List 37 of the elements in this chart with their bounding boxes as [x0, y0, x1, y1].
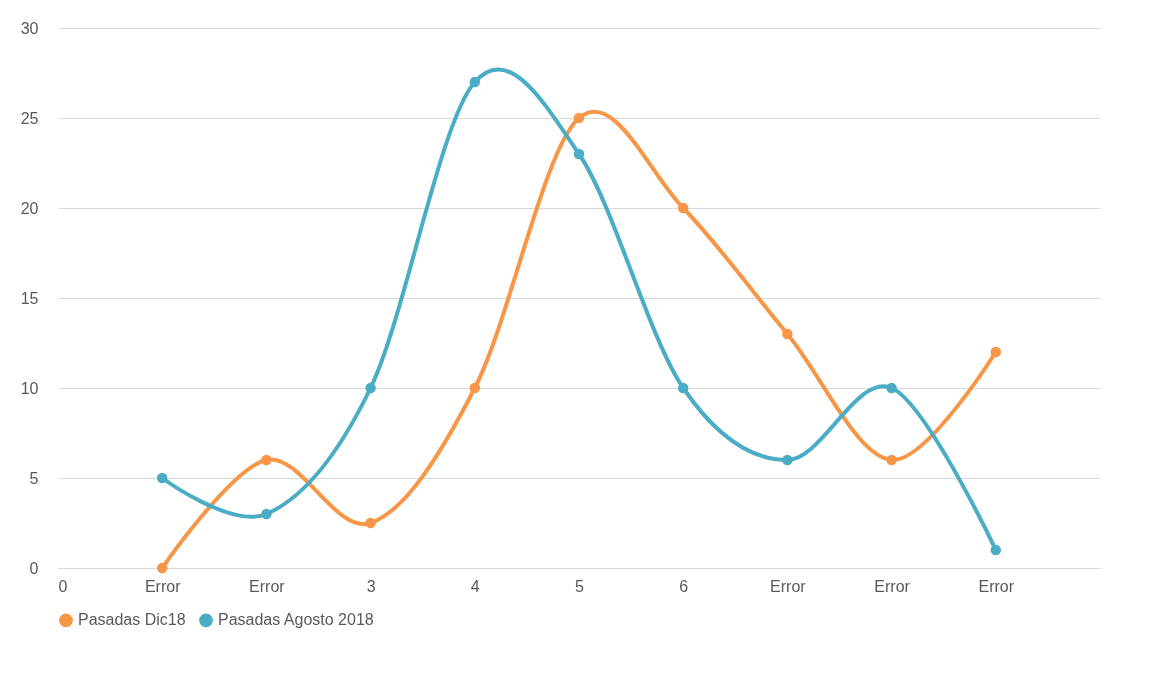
x-tick-label: 3: [366, 577, 376, 595]
y-tick-label: 30: [20, 19, 39, 37]
legend-label: Pasadas Agosto 2018: [218, 611, 374, 629]
x-tick-label: 4: [470, 577, 480, 595]
point: [573, 112, 585, 124]
legend-label: Pasadas Dic18: [78, 611, 186, 629]
point: [261, 508, 272, 520]
point: [886, 382, 897, 394]
point: [782, 454, 793, 466]
x-tick-label: Error: [144, 577, 182, 595]
point: [677, 382, 689, 394]
x-tick-label: 5: [575, 577, 585, 595]
x-tick-label: 6: [679, 577, 689, 595]
x-tick-label: Error: [874, 577, 911, 595]
x-tick-label: Error: [978, 577, 1015, 595]
y-tick-label: 15: [20, 289, 39, 307]
point: [156, 472, 168, 484]
point: [156, 562, 168, 574]
y-tick-label: 0: [29, 559, 39, 577]
point: [261, 454, 272, 466]
x-tick-label: 0: [58, 577, 68, 595]
y-tick-label: 20: [20, 199, 39, 217]
point: [365, 382, 376, 394]
point: [469, 76, 481, 88]
x-tick-label: Error: [770, 577, 807, 595]
point: [469, 382, 481, 394]
point: [990, 544, 1002, 556]
point: [677, 202, 689, 214]
point: [782, 328, 793, 340]
point: [886, 454, 897, 466]
y-tick-label: 5: [29, 469, 39, 487]
point: [365, 517, 376, 529]
x-tick-label: Error: [249, 577, 286, 595]
y-tick-label: 25: [20, 109, 39, 127]
point: [573, 148, 585, 160]
y-tick-label: 10: [20, 379, 39, 397]
point: [990, 346, 1002, 358]
